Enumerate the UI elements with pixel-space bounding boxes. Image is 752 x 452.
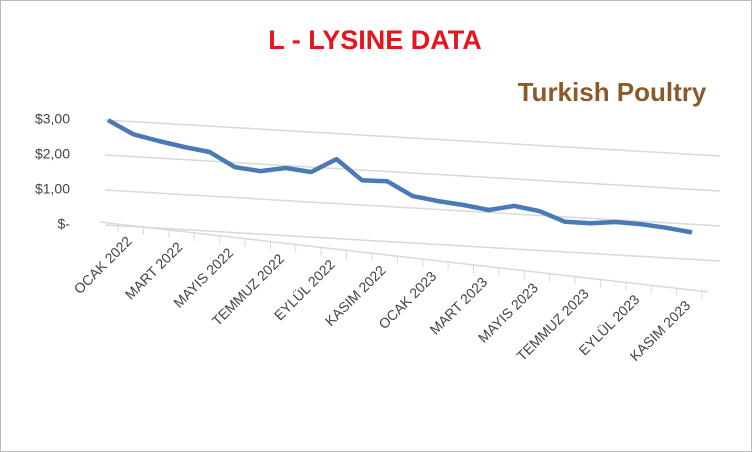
grid-line bbox=[104, 119, 721, 157]
grid-line bbox=[104, 224, 721, 262]
y-tick-label: $- bbox=[58, 216, 71, 232]
y-tick-label: $3,00 bbox=[35, 111, 70, 127]
grid-line bbox=[104, 154, 721, 192]
y-tick-label: $2,00 bbox=[35, 146, 70, 162]
logo: Turkish Poultry bbox=[518, 77, 707, 107]
chart-title: L - LYSINE DATA bbox=[268, 25, 482, 55]
data-line bbox=[106, 118, 693, 235]
y-tick-label: $1,00 bbox=[35, 181, 70, 197]
x-axis bbox=[99, 221, 709, 293]
